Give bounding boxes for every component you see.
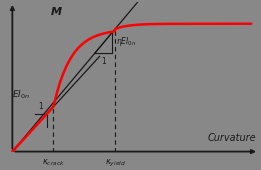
Text: 1: 1: [38, 102, 43, 111]
Text: 1: 1: [101, 57, 106, 66]
Text: $\kappa_{yield}$: $\kappa_{yield}$: [105, 158, 126, 169]
Text: $\kappa_{crack}$: $\kappa_{crack}$: [42, 158, 65, 168]
Text: $EI_{0n}$: $EI_{0n}$: [12, 89, 30, 101]
Text: $\eta EI_{0n}$: $\eta EI_{0n}$: [116, 35, 137, 48]
Text: M: M: [51, 7, 62, 16]
Text: Curvature: Curvature: [208, 133, 256, 143]
